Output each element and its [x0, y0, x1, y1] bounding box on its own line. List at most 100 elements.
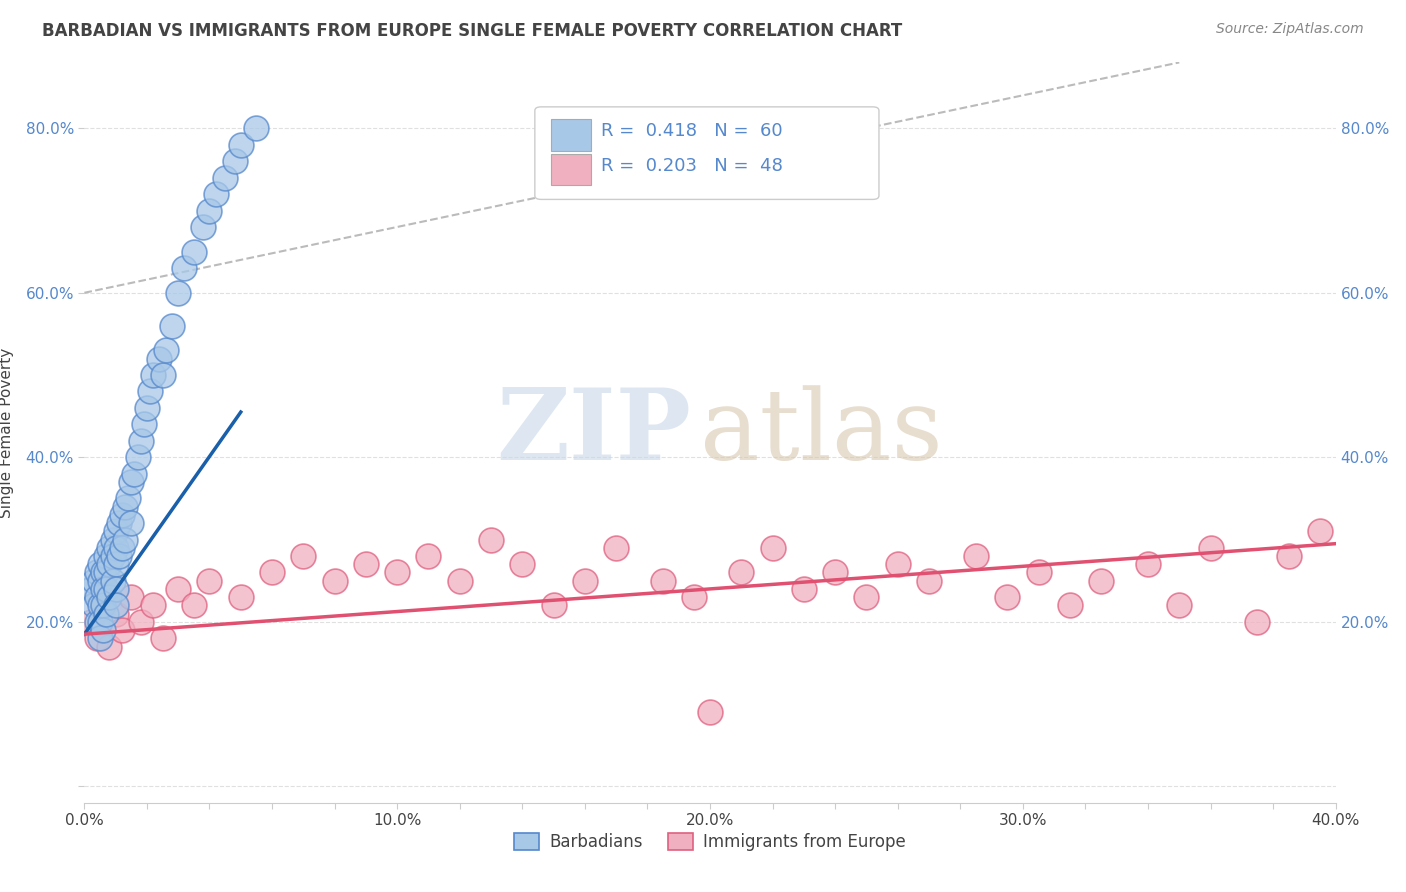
Point — [1059, 599, 1081, 613]
Text: Source: ZipAtlas.com: Source: ZipAtlas.com — [1216, 22, 1364, 37]
Point — [111, 541, 134, 555]
Point — [418, 549, 440, 563]
Point — [214, 170, 236, 185]
Point — [96, 582, 118, 596]
Point — [98, 558, 121, 572]
Point — [89, 599, 111, 613]
Point — [107, 516, 129, 530]
Point — [824, 566, 846, 580]
Point — [1168, 599, 1191, 613]
Point — [104, 541, 127, 555]
Point — [120, 475, 142, 489]
Point — [120, 516, 142, 530]
Point — [918, 574, 941, 588]
Point — [86, 566, 108, 580]
Point — [96, 566, 118, 580]
Point — [167, 285, 190, 300]
Point — [1278, 549, 1301, 563]
Point — [114, 500, 136, 514]
Point — [111, 623, 134, 637]
Point — [167, 582, 190, 596]
Point — [543, 599, 565, 613]
Point — [96, 549, 118, 563]
Point — [183, 244, 205, 259]
Point — [173, 261, 195, 276]
Point — [136, 401, 159, 415]
Text: R =  0.203   N =  48: R = 0.203 N = 48 — [602, 157, 783, 175]
Point — [83, 574, 105, 588]
Point — [1136, 558, 1159, 572]
Point — [152, 632, 174, 646]
Point — [887, 558, 910, 572]
Point — [652, 574, 675, 588]
Point — [79, 615, 101, 629]
Point — [683, 590, 706, 604]
Point — [512, 558, 534, 572]
Point — [262, 566, 284, 580]
Point — [224, 154, 246, 169]
Point — [155, 343, 177, 358]
Point — [98, 590, 121, 604]
Point — [855, 590, 877, 604]
Point — [129, 434, 152, 448]
FancyBboxPatch shape — [534, 107, 879, 200]
Y-axis label: Single Female Poverty: Single Female Poverty — [0, 348, 14, 517]
Point — [142, 599, 165, 613]
Point — [89, 632, 111, 646]
Point — [91, 599, 114, 613]
Point — [793, 582, 815, 596]
Point — [83, 599, 105, 613]
Legend: Barbadians, Immigrants from Europe: Barbadians, Immigrants from Europe — [508, 826, 912, 857]
Point — [148, 351, 170, 366]
Point — [91, 582, 114, 596]
Point — [111, 508, 134, 522]
Point — [1199, 541, 1222, 555]
Point — [699, 170, 721, 185]
Point — [160, 318, 183, 333]
Point — [479, 533, 502, 547]
Text: BARBADIAN VS IMMIGRANTS FROM EUROPE SINGLE FEMALE POVERTY CORRELATION CHART: BARBADIAN VS IMMIGRANTS FROM EUROPE SING… — [42, 22, 903, 40]
FancyBboxPatch shape — [551, 120, 591, 151]
Point — [98, 640, 121, 654]
Point — [91, 623, 114, 637]
Point — [354, 558, 377, 572]
Point — [98, 541, 121, 555]
Point — [183, 599, 205, 613]
Point — [229, 590, 252, 604]
Point — [1246, 615, 1268, 629]
Point — [1309, 524, 1331, 539]
Point — [104, 599, 127, 613]
Point — [142, 368, 165, 382]
Point — [152, 368, 174, 382]
Point — [1090, 574, 1112, 588]
Point — [107, 549, 129, 563]
Point — [101, 549, 124, 563]
Point — [965, 549, 987, 563]
Point — [89, 574, 111, 588]
Point — [104, 582, 127, 596]
Point — [139, 384, 162, 399]
Point — [605, 541, 627, 555]
Point — [79, 582, 101, 596]
Point — [229, 137, 252, 152]
Point — [124, 467, 146, 481]
Point — [89, 558, 111, 572]
Point — [730, 566, 752, 580]
FancyBboxPatch shape — [551, 153, 591, 185]
Point — [574, 574, 596, 588]
Text: atlas: atlas — [700, 384, 943, 481]
Point — [699, 706, 721, 720]
Point — [120, 590, 142, 604]
Point — [86, 632, 108, 646]
Point — [198, 203, 221, 218]
Point — [762, 541, 785, 555]
Point — [995, 590, 1018, 604]
Point — [104, 524, 127, 539]
Point — [114, 533, 136, 547]
Point — [104, 558, 127, 572]
Point — [204, 187, 226, 202]
Point — [96, 607, 118, 621]
Point — [91, 566, 114, 580]
Point — [193, 219, 215, 234]
Point — [101, 574, 124, 588]
